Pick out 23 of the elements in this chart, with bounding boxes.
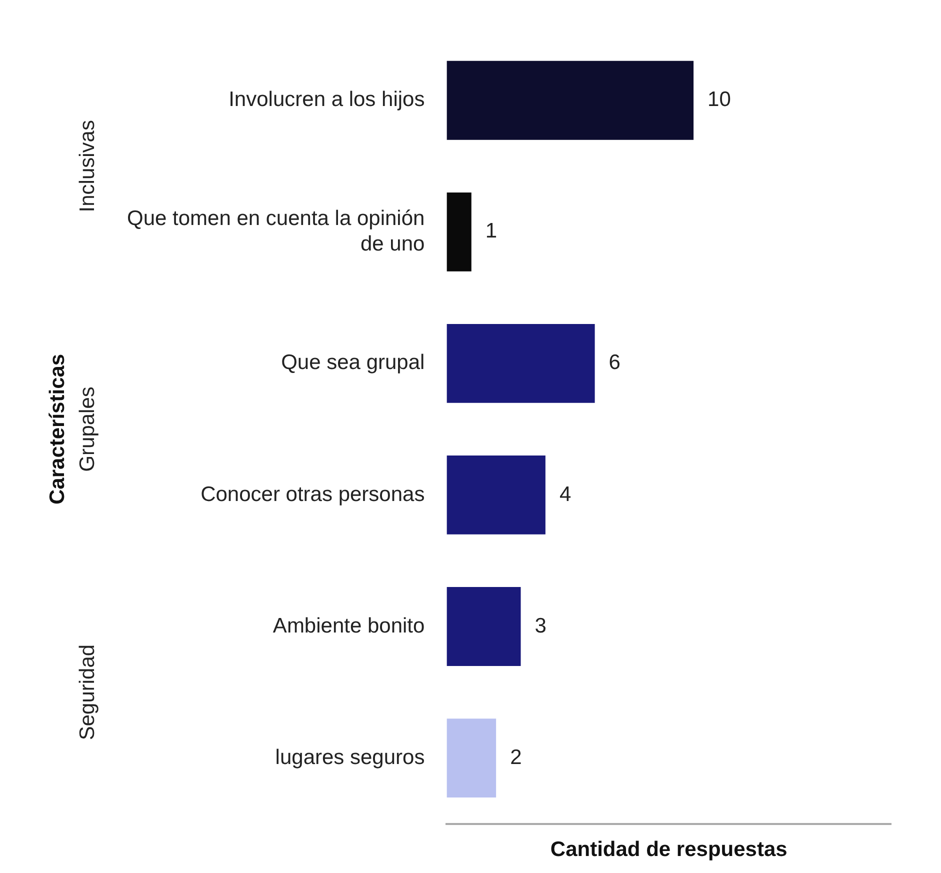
text: Grupales (76, 386, 99, 472)
y-tick-label: Que sea grupal (281, 351, 425, 374)
data-label: 6 (608, 351, 620, 374)
bar (446, 192, 472, 272)
y-tick-label: Involucren a los hijos (228, 88, 425, 112)
y-tick-label: lugares seguros (275, 746, 425, 769)
y-axis-title: Características (46, 354, 69, 505)
x-axis-title: Cantidad de respuestas (550, 838, 788, 862)
y-tick-label: Que tomen en cuenta la opinión de uno (126, 207, 425, 256)
data-label: 3 (534, 614, 546, 638)
bar (446, 324, 595, 403)
data-label: 10 (708, 88, 731, 112)
data-label: 2 (510, 746, 522, 769)
bar (446, 60, 694, 140)
data-label: 1 (485, 220, 498, 243)
y-tick-label: Ambiente bonito (272, 614, 425, 638)
text: Inclusivas (76, 120, 99, 212)
data-label: 4 (559, 482, 572, 506)
y-tick-label: Conocer otras personas (200, 482, 425, 506)
text: Seguridad (76, 644, 99, 740)
bar (446, 718, 496, 798)
bar (446, 587, 521, 666)
bar (446, 456, 546, 534)
